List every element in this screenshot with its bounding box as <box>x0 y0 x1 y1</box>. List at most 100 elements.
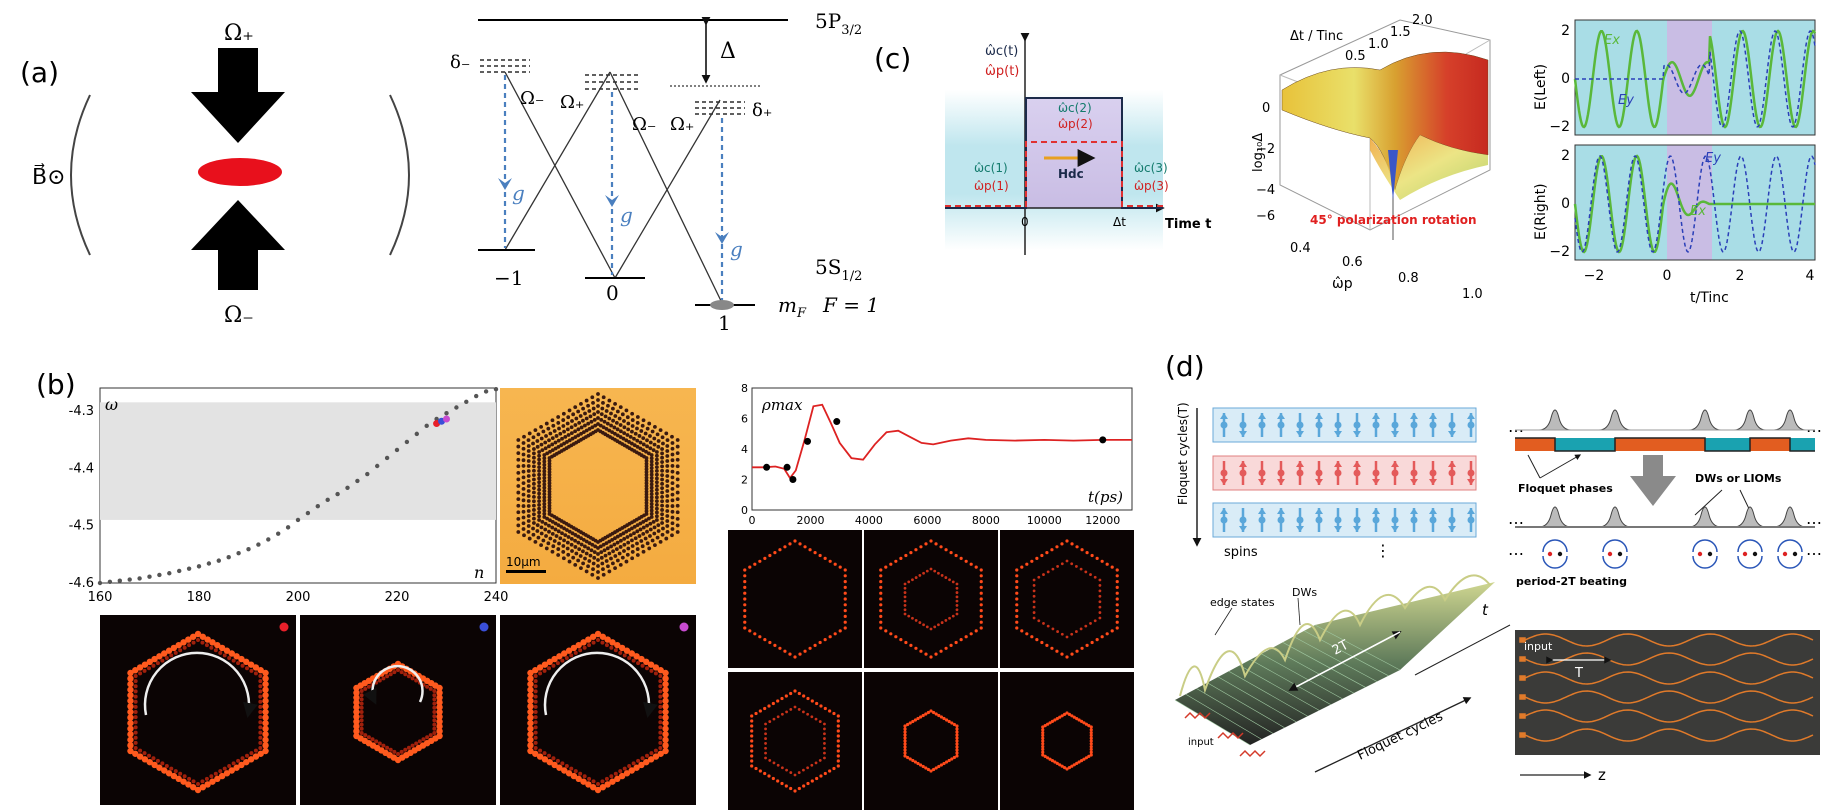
snapshot-spot <box>818 759 822 762</box>
lattice-site <box>660 464 664 469</box>
edge-mode-spot <box>151 655 158 663</box>
lattice-site <box>644 456 649 460</box>
snapshot-spot <box>1075 545 1079 549</box>
edge-mode-spot <box>353 713 360 720</box>
lattice-site <box>552 429 557 433</box>
lattice-site <box>643 431 648 436</box>
svg-text:−2: −2 <box>1256 142 1275 157</box>
lattice-site <box>539 442 544 447</box>
rho-xlabel: t(ps) <box>1088 488 1123 506</box>
edge-mode-spot <box>187 776 192 781</box>
snapshot-spot <box>1015 568 1019 572</box>
panel-c-label: (c) <box>874 42 911 75</box>
snapshot-spot <box>1048 721 1052 725</box>
lattice-site <box>531 441 535 446</box>
snapshot-spot <box>955 604 959 607</box>
lattice-site <box>546 426 551 431</box>
delta-minus-label: δ₋ <box>450 52 470 73</box>
g-label-3: g <box>730 237 743 261</box>
lattice-site <box>590 542 595 547</box>
snapshot-spot <box>1089 733 1093 738</box>
lattice-site <box>670 492 675 497</box>
lattice-site <box>644 467 649 472</box>
lattice-site <box>641 442 646 447</box>
snapshot-spot <box>833 632 837 636</box>
spin-arrowhead <box>1334 461 1342 467</box>
edge-mode-spot <box>127 731 134 738</box>
edge-mode-spot <box>533 674 538 678</box>
edge-mode-spot <box>353 708 360 716</box>
snapshot-spot <box>808 646 812 650</box>
edge-mode-spot <box>160 761 165 766</box>
edge-mode-spot <box>533 735 538 740</box>
ground-label-p1: 1 <box>718 311 731 335</box>
lattice-site <box>541 538 546 543</box>
lattice-site <box>566 552 571 557</box>
lattice-site <box>643 536 648 541</box>
svg-text:0.5: 0.5 <box>1345 49 1366 64</box>
lattice-site <box>521 515 526 520</box>
omega-p2: ω̂p(2) <box>1058 117 1093 131</box>
spin-dot <box>1410 421 1418 429</box>
snapshot-spot <box>1115 609 1119 613</box>
snapshot-spot <box>833 562 837 566</box>
edge-mode-spot <box>585 636 592 643</box>
ellipsis-1: … <box>1508 417 1524 436</box>
snapshot-spot <box>806 766 810 770</box>
edge-mode-spot <box>527 719 534 727</box>
panel-b-label: (b) <box>36 368 76 401</box>
snapshot-spot <box>823 556 827 561</box>
lattice-site <box>537 495 542 500</box>
lattice-site <box>619 538 623 543</box>
snapshot-spot <box>772 761 776 765</box>
edge-mode-spot <box>623 647 631 654</box>
snapshot-spot <box>785 768 788 772</box>
lattice-site <box>617 416 622 421</box>
lattice-site <box>638 440 643 445</box>
snapshot-spot <box>879 597 883 601</box>
edge-mode-spot <box>633 653 640 660</box>
snapshot-spot <box>906 722 910 727</box>
edge-mode-spot <box>359 718 364 723</box>
lattice-site <box>625 415 630 420</box>
snapshot-spot <box>788 652 792 656</box>
snapshot-spot <box>1075 630 1078 633</box>
beating-dot-red <box>1742 551 1748 557</box>
edge-mode-spot <box>200 640 205 645</box>
lattice-site <box>626 421 631 426</box>
snapshot-spot <box>843 626 847 630</box>
edge-mode-spot <box>156 764 163 771</box>
snapshot-spot <box>1041 747 1045 752</box>
lattice-site <box>604 559 609 563</box>
edge-mode-spot <box>165 647 173 654</box>
lattice-site <box>579 536 583 541</box>
spectrum-point <box>127 577 132 582</box>
snapshot-spot <box>1041 745 1045 749</box>
edge-mode-spot <box>662 686 669 693</box>
edge-mode-spot <box>262 686 269 693</box>
snapshot-spot <box>916 716 920 721</box>
lattice-site <box>618 545 623 549</box>
lattice-site <box>550 525 555 530</box>
snapshot-spot <box>1084 756 1088 760</box>
lattice-site <box>547 484 552 488</box>
panel-a: (a) B⃗⊙ Ω₊ Ω₋ 5P3/2 Δ δ₋ δ₊ Ω₋ <box>20 9 879 335</box>
edge-mode-spot <box>243 658 250 666</box>
lattice-site <box>542 492 547 497</box>
lattice-site <box>649 475 654 480</box>
snapshot-spot <box>1089 736 1093 740</box>
snapshot-spot <box>1037 619 1041 623</box>
snapshot-spot <box>1046 624 1050 628</box>
spin-arrowhead <box>1296 526 1304 532</box>
lattice-site <box>567 559 572 564</box>
beating-arc <box>1737 539 1763 553</box>
lattice-site <box>647 421 652 426</box>
panel-a-label: (a) <box>20 56 59 89</box>
snapshot-spot <box>955 612 959 616</box>
dw-peak <box>1733 506 1767 528</box>
edge-mode-spot <box>631 761 636 766</box>
edge-mode-spot <box>209 774 214 779</box>
edge-mode-spot <box>647 661 655 668</box>
snapshot-spot <box>879 585 883 590</box>
